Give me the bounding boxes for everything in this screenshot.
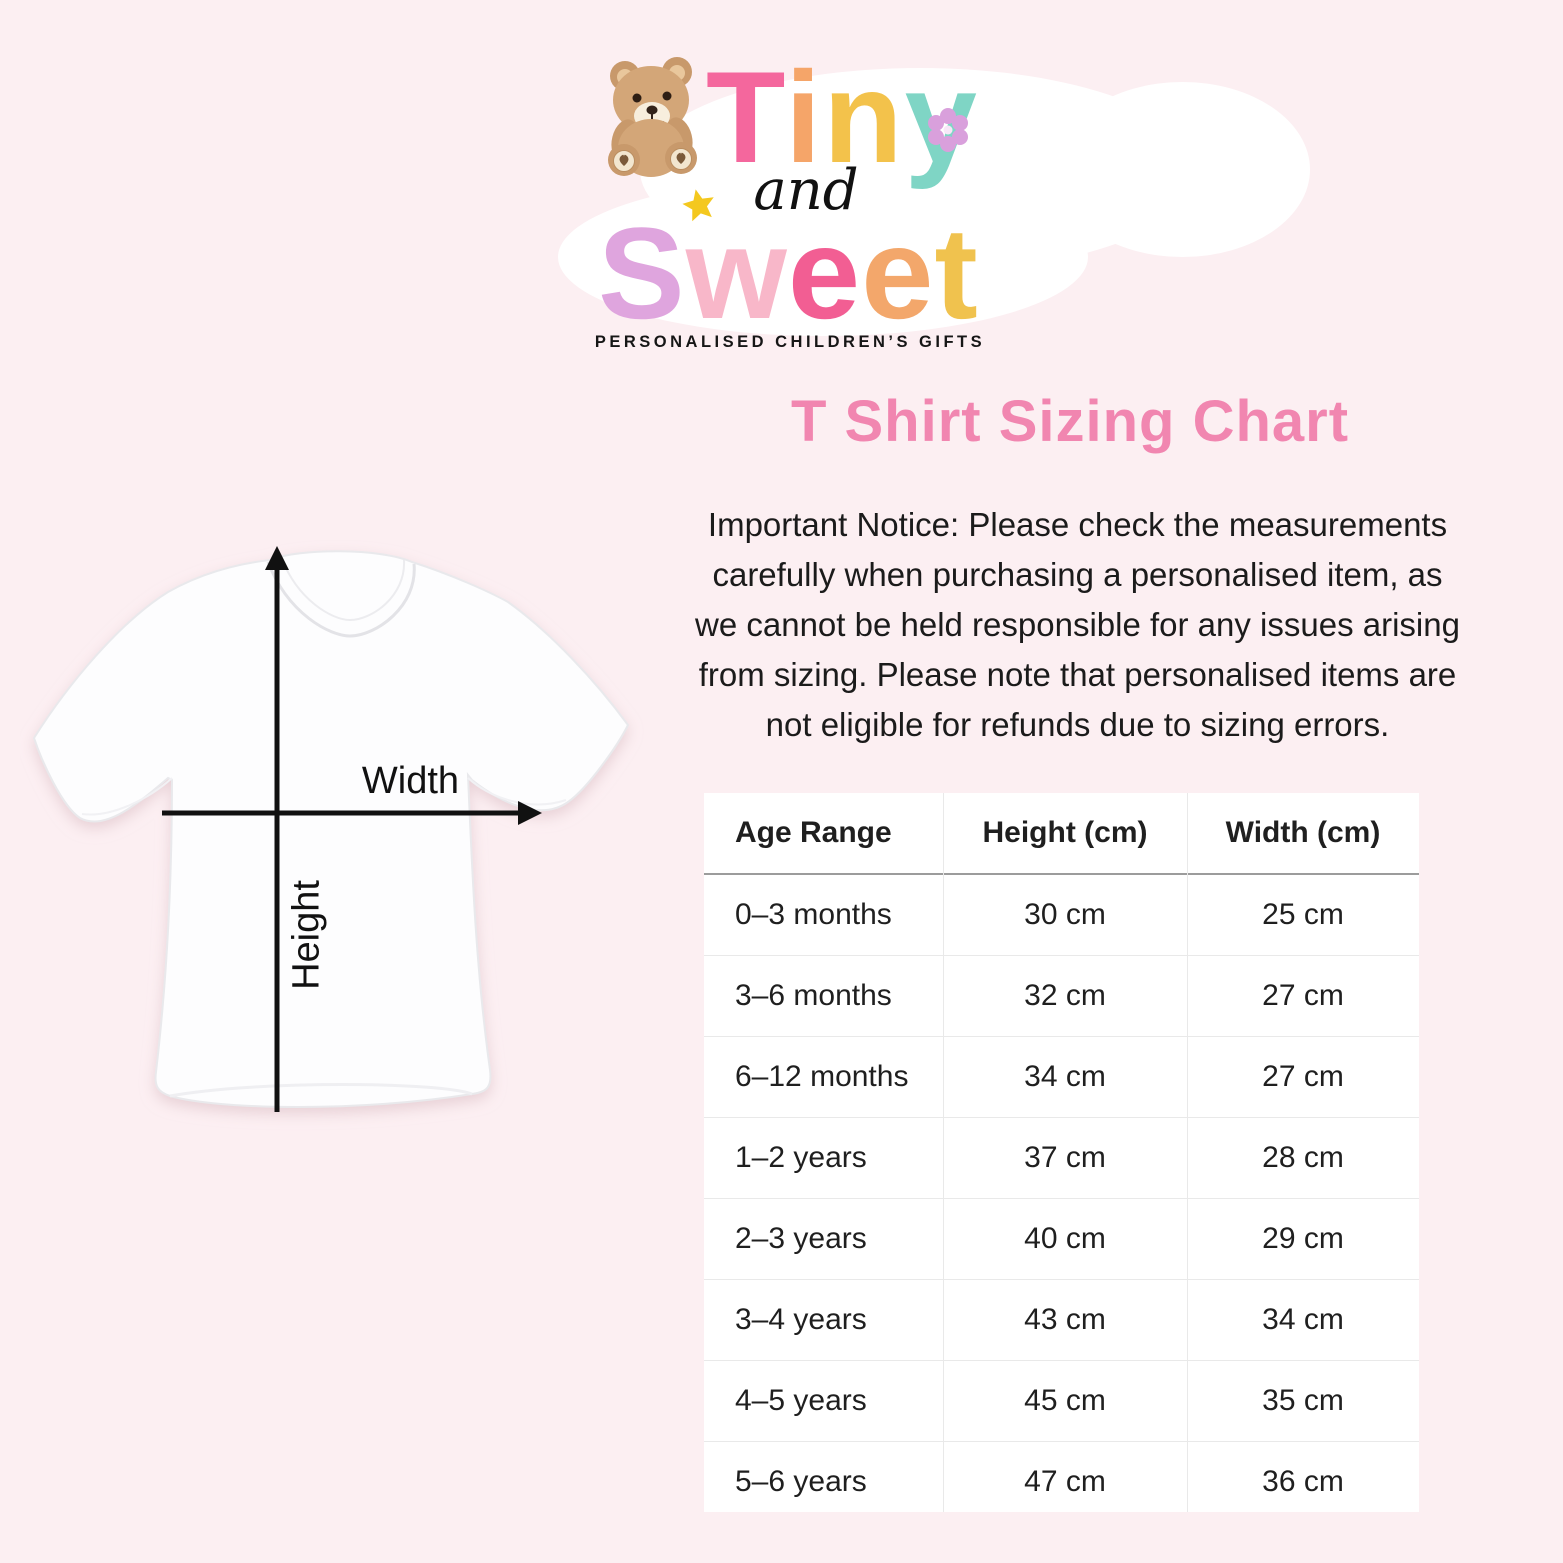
cell-width: 27 cm — [1262, 979, 1344, 1012]
teddy-bear-illustration — [608, 57, 697, 177]
width-axis-label: Width — [361, 760, 460, 802]
brand-letter: i — [785, 44, 824, 190]
brand-letter: n — [823, 44, 905, 190]
cell-age: 3–6 months — [735, 979, 892, 1012]
cell-width: 35 cm — [1262, 1384, 1344, 1417]
brand-letter: e — [787, 200, 862, 346]
table-row: 3–6 months 32 cm 27 cm — [704, 956, 1419, 1037]
table-row: 0–3 months 30 cm 25 cm — [704, 875, 1419, 956]
cell-height: 37 cm — [1024, 1141, 1106, 1174]
brand-letter: T — [706, 44, 786, 190]
brand-word-tiny: Tiny — [706, 52, 979, 182]
tshirt-shape — [32, 550, 630, 1108]
cell-height: 32 cm — [1024, 979, 1106, 1012]
notice-line: carefully when purchasing a personalised… — [712, 556, 1443, 593]
column-divider — [943, 793, 944, 1512]
notice-line: from sizing. Please note that personalis… — [698, 656, 1457, 693]
table-row: 5–6 years 47 cm 36 cm — [704, 1442, 1419, 1522]
cell-width: 34 cm — [1262, 1303, 1344, 1336]
star-icon — [682, 189, 714, 222]
cell-age: 1–2 years — [735, 1141, 867, 1174]
cell-width: 27 cm — [1262, 1060, 1344, 1093]
header-height-cm: Height (cm) — [982, 816, 1148, 849]
table-row: 6–12 months 34 cm 27 cm — [704, 1037, 1419, 1118]
notice-line: not eligible for refunds due to sizing e… — [765, 706, 1390, 743]
brand-letter: e — [861, 200, 935, 346]
important-notice: Important Notice: Please check the measu… — [620, 500, 1535, 750]
header-width-cm: Width (cm) — [1225, 816, 1381, 849]
cell-age: 4–5 years — [735, 1384, 867, 1417]
brand-letter: t — [934, 200, 979, 346]
cell-width: 28 cm — [1262, 1141, 1344, 1174]
cell-height: 45 cm — [1024, 1384, 1106, 1417]
cell-age: 6–12 months — [735, 1060, 909, 1093]
cell-height: 30 cm — [1024, 898, 1106, 931]
cell-height: 34 cm — [1024, 1060, 1106, 1093]
cell-age: 5–6 years — [735, 1465, 867, 1498]
brand-letter: w — [685, 200, 788, 346]
brand-letter: S — [598, 200, 686, 346]
sizing-table: Age Range Height (cm) Width (cm) 0–3 mon… — [704, 793, 1419, 1512]
cell-age: 0–3 months — [735, 898, 892, 931]
notice-line: we cannot be held responsible for any is… — [695, 606, 1460, 643]
cell-width: 29 cm — [1262, 1222, 1344, 1255]
height-axis-label: Height — [285, 880, 328, 990]
page-title: T Shirt Sizing Chart — [790, 389, 1350, 454]
table-row: 3–4 years 43 cm 34 cm — [704, 1280, 1419, 1361]
cell-height: 47 cm — [1024, 1465, 1106, 1498]
brand-word-sweet: Sweet — [598, 208, 979, 338]
cell-age: 3–4 years — [735, 1303, 867, 1336]
brand-word-and: and — [753, 158, 859, 223]
tshirt-measurement-diagram — [32, 546, 630, 1112]
brand-tagline: PERSONALISED CHILDREN’S GIFTS — [594, 333, 986, 351]
table-header-row: Age Range Height (cm) Width (cm) — [704, 793, 1419, 875]
cell-width: 36 cm — [1262, 1465, 1344, 1498]
table-row: 2–3 years 40 cm 29 cm — [704, 1199, 1419, 1280]
header-age-range: Age Range — [735, 816, 892, 849]
table-row: 4–5 years 45 cm 35 cm — [704, 1361, 1419, 1442]
measurement-arrows — [162, 546, 542, 1112]
cell-age: 2–3 years — [735, 1222, 867, 1255]
column-divider — [1187, 793, 1188, 1512]
cell-width: 25 cm — [1262, 898, 1344, 931]
logo-cloud-background — [1055, 82, 1310, 257]
table-row: 1–2 years 37 cm 28 cm — [704, 1118, 1419, 1199]
notice-line: Important Notice: Please check the measu… — [707, 506, 1448, 543]
cell-height: 40 cm — [1024, 1222, 1106, 1255]
cell-height: 43 cm — [1024, 1303, 1106, 1336]
flower-icon — [928, 108, 968, 152]
